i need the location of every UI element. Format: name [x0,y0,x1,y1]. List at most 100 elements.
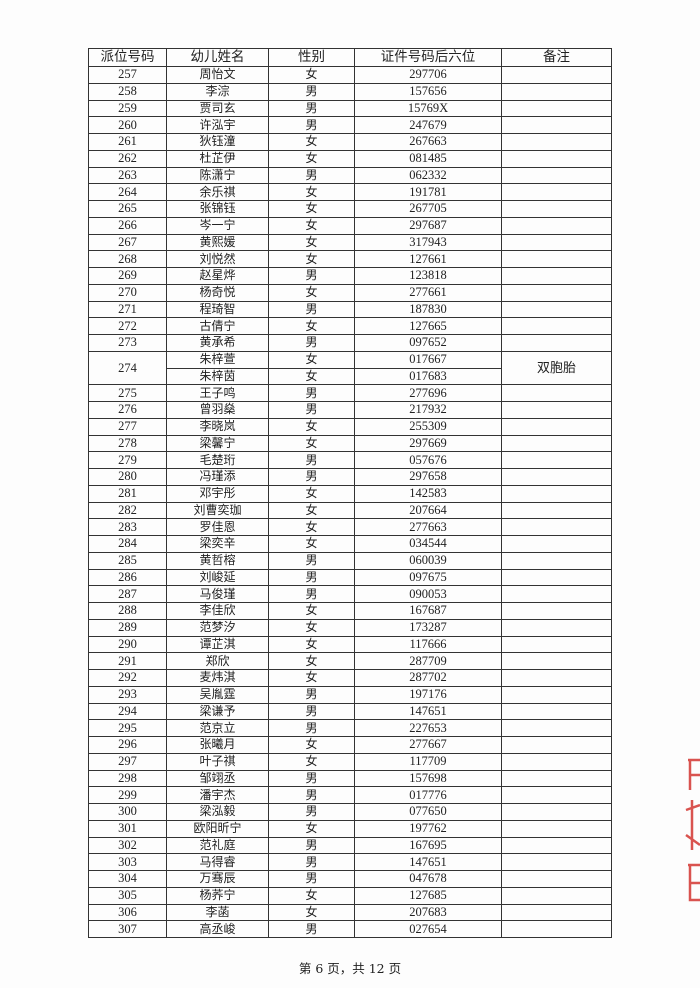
remark-cell [501,300,612,319]
remark-cell: 双胞胎 [501,350,612,386]
remark-cell [501,870,612,888]
sex-cell: 男 [268,451,355,469]
header-row: 派位号码 幼儿姓名 性别 证件号码后六位 备注 [88,48,612,67]
table-row: 265 张锦钰女 267705 [88,200,612,218]
name-cell: 冯瑾添 [166,468,269,486]
table-row: 307 高丞峻男 027654 [88,920,612,938]
remark-cell [501,401,612,419]
id-cell: 057676 [354,451,502,469]
remark-cell [501,99,612,118]
sex-cell: 男 [268,786,355,804]
name-cell: 程琦智 [166,300,269,319]
table-row: 260 许泓宇男 247679 [88,116,612,134]
table-row: 293 吴胤霆男 197176 [88,685,612,704]
name-cell: 叶子祺 [166,752,269,771]
remark-cell [501,669,612,687]
header-sex: 性别 [268,48,355,67]
table-row: 291 郑欣女 287709 [88,652,612,670]
number-cell: 271 [88,300,167,319]
remark-cell [501,769,612,788]
remark-cell [501,585,612,603]
name-cell: 黄承希 [166,334,269,352]
sex-cell: 男 [268,384,355,402]
number-cell: 305 [88,886,167,905]
number-cell: 290 [88,635,167,654]
id-cell: 097675 [354,568,502,587]
id-cell: 277696 [354,384,502,402]
number-cell: 265 [88,200,167,218]
sex-cell: 女 [268,518,355,536]
table-row: 297 叶子祺女 117709 [88,752,612,771]
allocation-table: 派位号码 幼儿姓名 性别 证件号码后六位 备注 257 周怡文女 297706 258… [88,48,612,938]
table-row: 268 刘悦然女 127661 [88,250,612,268]
remark-cell [501,484,612,503]
name-cell: 范梦汐 [166,618,269,637]
number-cell: 267 [88,233,167,252]
number-cell: 298 [88,769,167,788]
sex-cell: 男 [268,719,355,737]
remark-cell [501,568,612,587]
sex-cell: 男 [268,870,355,888]
remark-cell [501,736,612,754]
name-cell: 范京立 [166,719,269,737]
id-cell: 062332 [354,166,502,185]
sex-cell: 女 [268,602,355,620]
name-cell: 马得睿 [166,853,269,871]
remark-cell [501,618,612,637]
remark-cell [501,183,612,201]
name-cell: 杨荞宁 [166,886,269,905]
remark-cell [501,501,612,520]
sex-cell: 男 [268,836,355,855]
id-cell: 027654 [354,920,502,938]
number-cell: 299 [88,786,167,804]
name-cell: 梁奕辛 [166,535,269,553]
name-cell: 毛楚珩 [166,451,269,469]
table-row: 299 潘宇杰男 017776 [88,786,612,804]
table-row: 257 周怡文女 297706 [88,66,612,84]
sex-cell: 女 [268,484,355,503]
name-cell: 梁谦予 [166,702,269,721]
name-cell: 吴胤霆 [166,685,269,704]
name-cell: 罗佳恩 [166,518,269,536]
number-cell: 259 [88,99,167,118]
id-cell: 060039 [354,551,502,570]
sex-cell: 女 [268,216,355,235]
remark-cell [501,384,612,402]
name-cell: 马俊瑾 [166,585,269,603]
number-cell: 303 [88,853,167,871]
remark-cell [501,116,612,134]
number-cell: 272 [88,317,167,335]
number-cell: 275 [88,384,167,402]
remark-cell [501,652,612,670]
sex-cell: 女 [268,635,355,654]
sex-cell: 女 [268,819,355,838]
name-cell: 许泓宇 [166,116,269,134]
table-row: 264 余乐祺女 191781 [88,183,612,201]
number-cell: 264 [88,183,167,201]
name-cell: 梁馨宁 [166,434,269,453]
sex-cell: 男 [268,116,355,134]
number-cell: 295 [88,719,167,737]
id-cell: 157698 [354,769,502,788]
remark-cell [501,434,612,453]
name-cell: 郑欣 [166,652,269,670]
number-cell: 262 [88,149,167,168]
remark-cell [501,267,612,285]
name-cell: 刘曹奕珈 [166,501,269,520]
remark-cell [501,803,612,821]
remark-cell [501,66,612,84]
header-id: 证件号码后六位 [354,48,502,67]
remark-cell [501,836,612,855]
red-stamp-fragment [685,758,700,902]
id-cell: 277661 [354,283,502,302]
id-cell: 034544 [354,535,502,553]
remark-cell [501,233,612,252]
number-cell: 287 [88,585,167,603]
table-row: 258 李淙男 157656 [88,82,612,101]
sex-cell: 女 [268,367,355,386]
number-cell: 300 [88,803,167,821]
table-row: 266 岑一宁女 297687 [88,216,612,235]
remark-cell [501,149,612,168]
id-cell: 317943 [354,233,502,252]
sex-cell: 男 [268,334,355,352]
